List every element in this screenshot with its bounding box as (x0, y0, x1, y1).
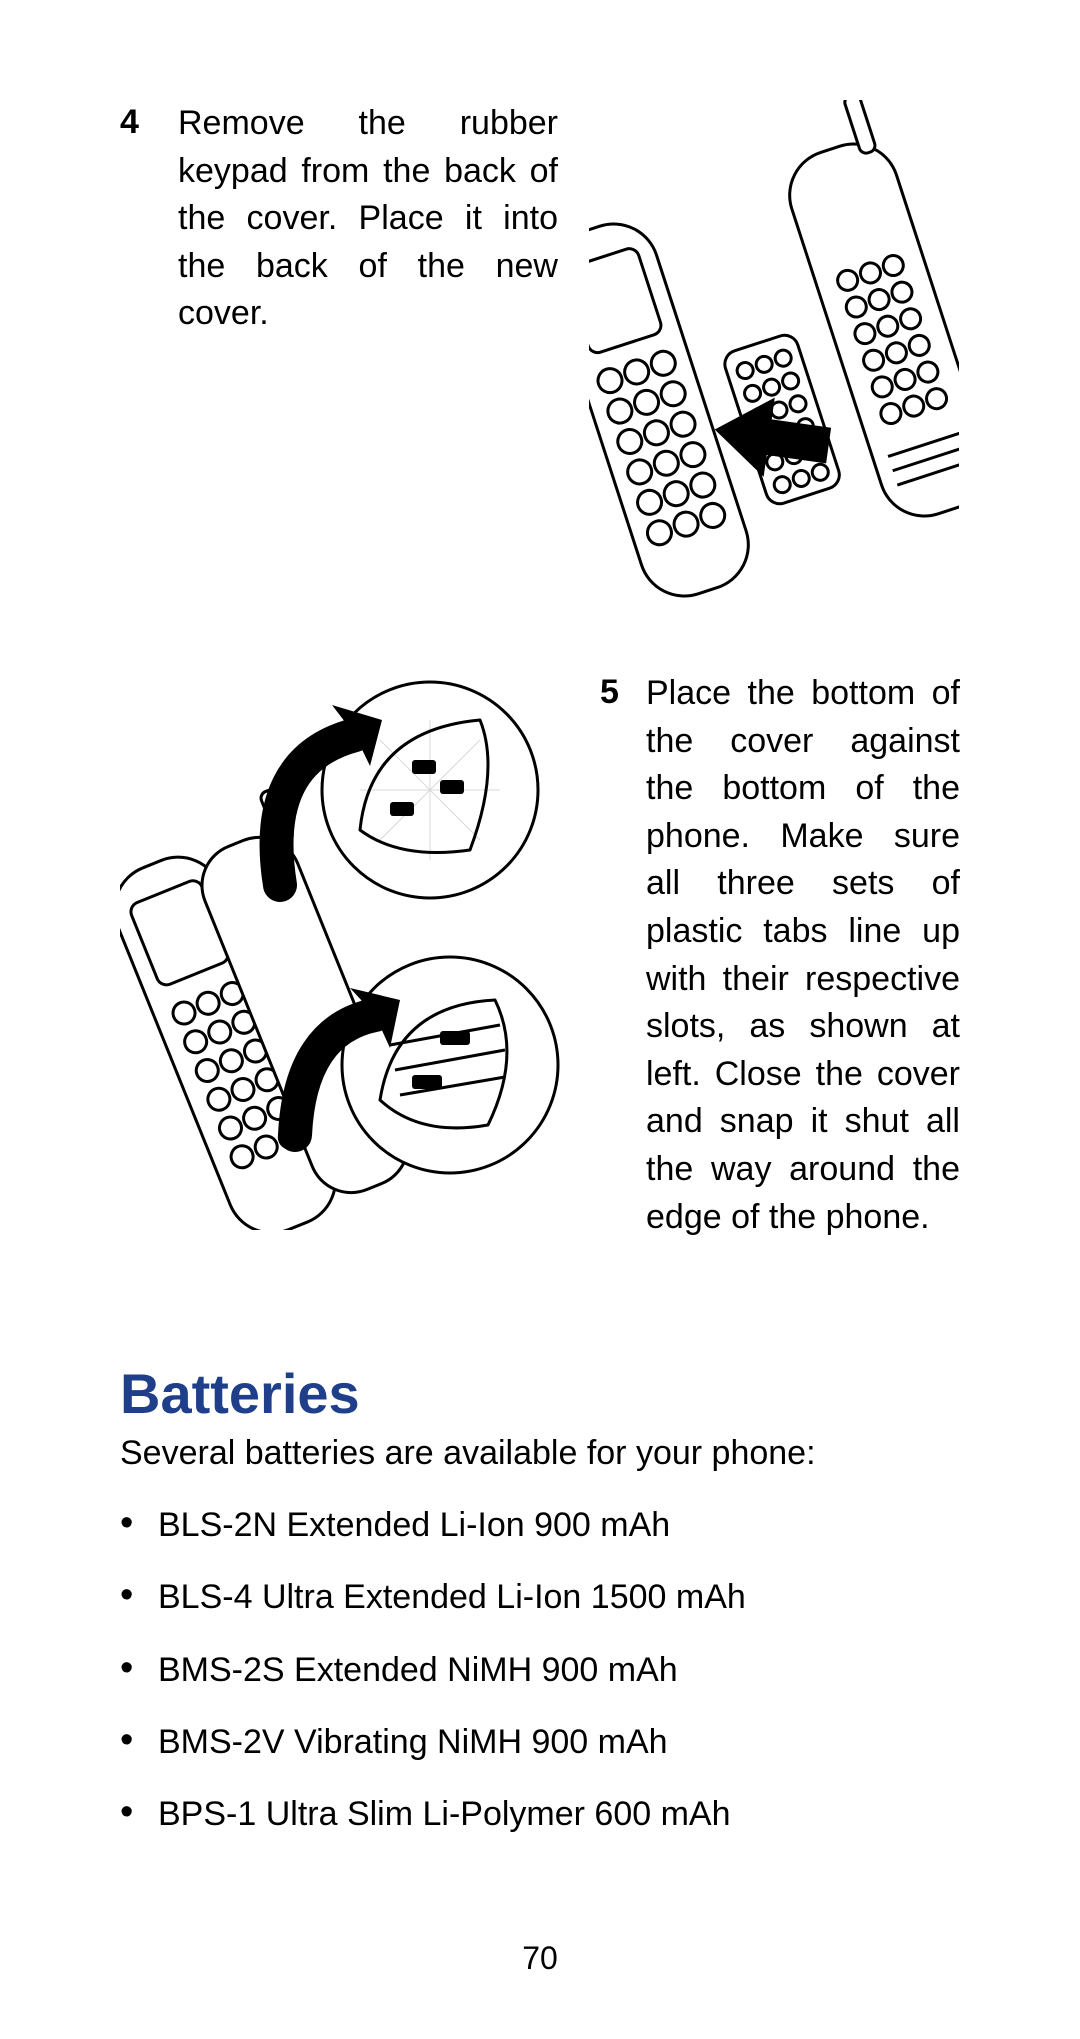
step-5: 5 Place the bottom of the cover against … (120, 670, 960, 1241)
step-4-figure (588, 100, 960, 660)
keypad-transfer-illustration (589, 100, 959, 660)
cover-snap-illustration (120, 670, 580, 1230)
manual-page: 4 Remove the rubber keypad from the back… (0, 0, 1080, 2039)
step-4-text: Remove the rubber keypad from the back o… (178, 100, 558, 338)
list-item: BMS-2S Extended NiMH 900 mAh (158, 1648, 960, 1692)
batteries-heading: Batteries (120, 1361, 960, 1426)
step-4: 4 Remove the rubber keypad from the back… (120, 100, 960, 660)
step-number: 5 (600, 670, 628, 1241)
list-item: BMS-2V Vibrating NiMH 900 mAh (158, 1720, 960, 1764)
batteries-section: Batteries Several batteries are availabl… (120, 1361, 960, 1836)
list-item: BLS-2N Extended Li-Ion 900 mAh (158, 1503, 960, 1547)
batteries-intro: Several batteries are available for your… (120, 1434, 960, 1473)
list-item: BPS-1 Ultra Slim Li-Polymer 600 mAh (158, 1792, 960, 1836)
page-number: 70 (0, 1940, 1080, 1977)
step-5-figure (120, 670, 580, 1235)
step-5-text: Place the bottom of the cover against th… (646, 670, 960, 1241)
list-item: BLS-4 Ultra Extended Li-Ion 1500 mAh (158, 1575, 960, 1619)
step-number: 4 (120, 100, 148, 146)
batteries-list: BLS-2N Extended Li-Ion 900 mAh BLS-4 Ult… (120, 1503, 960, 1836)
